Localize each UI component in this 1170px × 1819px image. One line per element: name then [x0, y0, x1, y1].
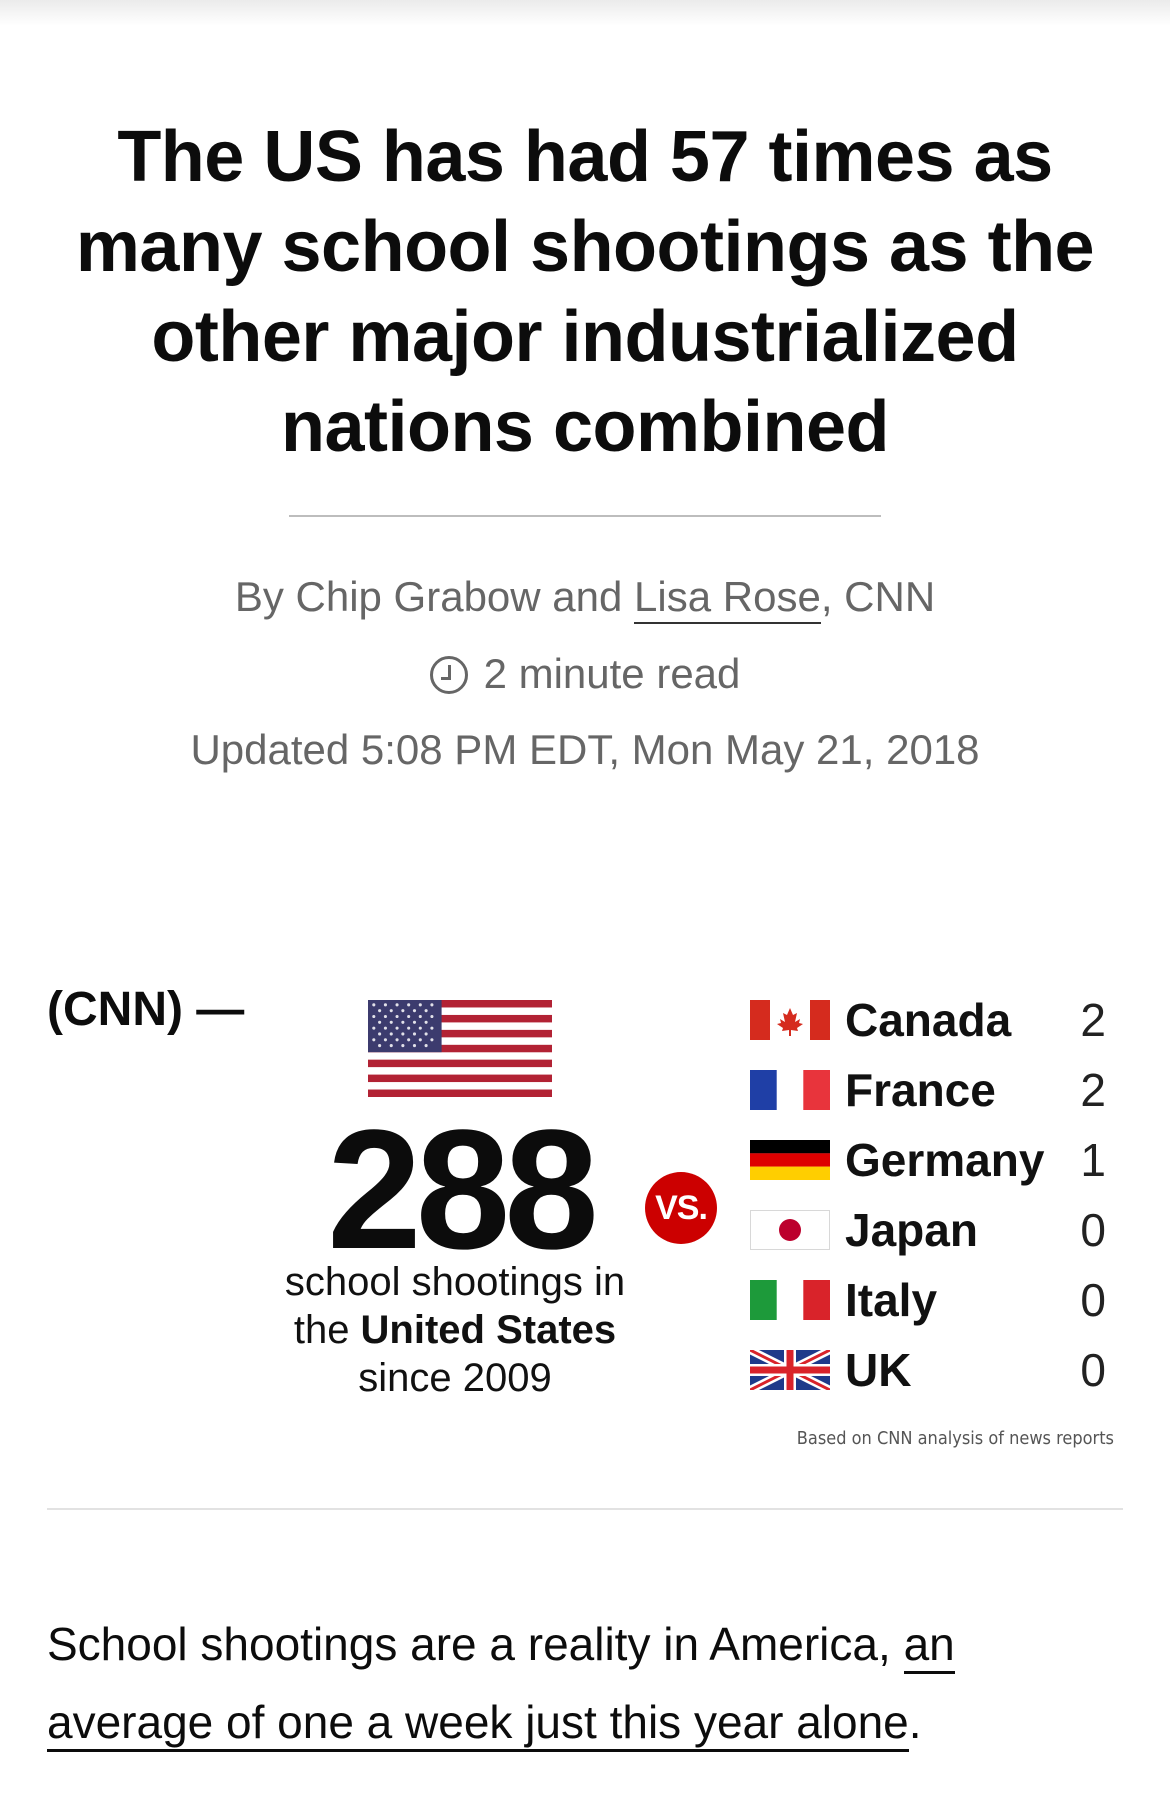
- country-row-canada: Canada 2: [750, 988, 1110, 1058]
- country-count: 2: [1080, 1064, 1106, 1116]
- source-note: Based on CNN analysis of news reports: [796, 1428, 1114, 1449]
- country-count: 0: [1080, 1274, 1106, 1326]
- clock-icon: [429, 656, 468, 694]
- read-time: 2 minute read: [0, 649, 1170, 699]
- byline: By Chip Grabow and Lisa Rose, CNN: [0, 572, 1170, 624]
- us-shootings-count: 288: [327, 1095, 599, 1285]
- article-paragraph: School shootings are a reality in Americ…: [47, 1605, 1127, 1761]
- country-name: Germany: [845, 1134, 1045, 1186]
- country-name: France: [845, 1064, 996, 1116]
- canada-flag-icon: [750, 1000, 830, 1040]
- country-list: Canada 2 France 2 German: [750, 988, 1110, 1408]
- germany-flag-icon: [750, 1140, 830, 1180]
- byline-suffix: , CNN: [820, 573, 936, 620]
- country-row-uk: UK 0: [750, 1338, 1110, 1408]
- section-divider: [47, 1508, 1123, 1510]
- paragraph-text: School shootings are a reality in Americ…: [47, 1618, 904, 1670]
- country-name: Japan: [845, 1204, 978, 1256]
- us-caption-line-3: since 2009: [358, 1356, 552, 1400]
- us-caption-country: United States: [360, 1308, 617, 1352]
- us-caption-prefix: the: [293, 1308, 361, 1352]
- country-row-italy: Italy 0: [750, 1268, 1110, 1338]
- country-row-france: France 2: [750, 1058, 1110, 1128]
- us-caption-line-1: school shootings in: [284, 1260, 626, 1304]
- italy-flag-icon: [750, 1280, 830, 1320]
- updated-timestamp: Updated 5:08 PM EDT, Mon May 21, 2018: [190, 726, 980, 773]
- vs-badge: VS.: [645, 1172, 717, 1244]
- author-link[interactable]: Lisa Rose: [634, 573, 821, 624]
- us-caption-line-2: the United States: [250, 1306, 660, 1354]
- country-row-japan: Japan 0: [750, 1198, 1110, 1268]
- japan-flag-icon: [750, 1210, 830, 1250]
- country-name: Canada: [845, 994, 1012, 1046]
- top-bar-shadow: [0, 0, 1170, 26]
- country-row-germany: Germany 1: [750, 1128, 1110, 1198]
- headline-divider: [289, 515, 881, 517]
- france-flag-icon: [750, 1070, 830, 1110]
- dateline: (CNN) —: [47, 983, 245, 1036]
- country-count: 1: [1080, 1134, 1106, 1186]
- country-count: 0: [1080, 1204, 1106, 1256]
- byline-prefix: By Chip Grabow and: [234, 573, 635, 620]
- country-count: 2: [1080, 994, 1106, 1046]
- article-headline: The US has had 57 times as many school s…: [75, 117, 1095, 467]
- paragraph-end: .: [908, 1696, 922, 1748]
- country-name: UK: [845, 1344, 912, 1396]
- us-flag-icon: [368, 1000, 552, 1097]
- country-count: 0: [1080, 1344, 1106, 1396]
- uk-flag-icon: [750, 1350, 830, 1390]
- average-link[interactable]: an average of one a week just this year …: [47, 1618, 955, 1752]
- read-time-label: 2 minute read: [483, 650, 741, 697]
- us-caption: school shootings in the United States si…: [250, 1258, 660, 1402]
- country-name: Italy: [845, 1274, 938, 1326]
